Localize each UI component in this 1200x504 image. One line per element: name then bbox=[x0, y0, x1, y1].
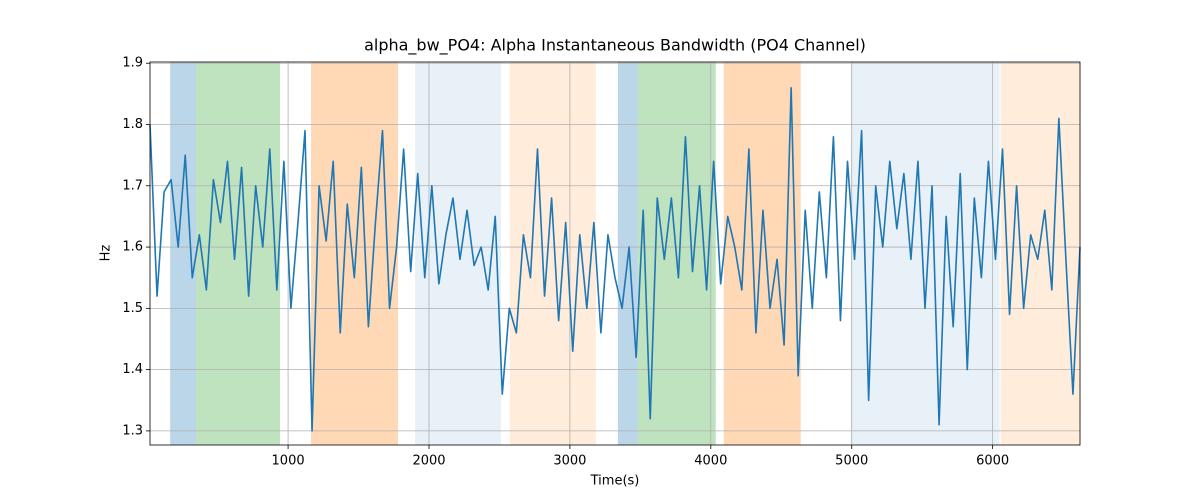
shaded-span bbox=[170, 62, 197, 445]
x-tick-label: 6000 bbox=[976, 454, 1009, 469]
chart-title: alpha_bw_PO4: Alpha Instantaneous Bandwi… bbox=[364, 36, 866, 56]
plot-frame bbox=[149, 61, 1081, 446]
y-tick-label: 1.3 bbox=[122, 423, 143, 438]
shaded-span bbox=[311, 62, 398, 445]
data-line bbox=[149, 86, 1081, 432]
shaded-span bbox=[850, 62, 1000, 445]
y-tick-label: 1.7 bbox=[122, 178, 143, 193]
x-tick-label: 2000 bbox=[412, 454, 445, 469]
shaded-span bbox=[1000, 62, 1080, 445]
y-tick-label: 1.9 bbox=[122, 56, 143, 71]
x-tick-label: 1000 bbox=[272, 454, 305, 469]
y-tick-label: 1.8 bbox=[122, 117, 143, 132]
x-tick-label: 3000 bbox=[553, 454, 586, 469]
shaded-span bbox=[196, 62, 281, 445]
x-tick-label: 4000 bbox=[694, 454, 727, 469]
x-tick-label: 5000 bbox=[835, 454, 868, 469]
y-axis-label: Hz bbox=[99, 245, 114, 262]
y-tick-label: 1.5 bbox=[122, 301, 143, 316]
x-axis-label: Time(s) bbox=[590, 474, 640, 489]
y-tick-label: 1.4 bbox=[122, 362, 143, 377]
y-tick-label: 1.6 bbox=[122, 240, 143, 255]
shaded-span bbox=[415, 62, 502, 445]
